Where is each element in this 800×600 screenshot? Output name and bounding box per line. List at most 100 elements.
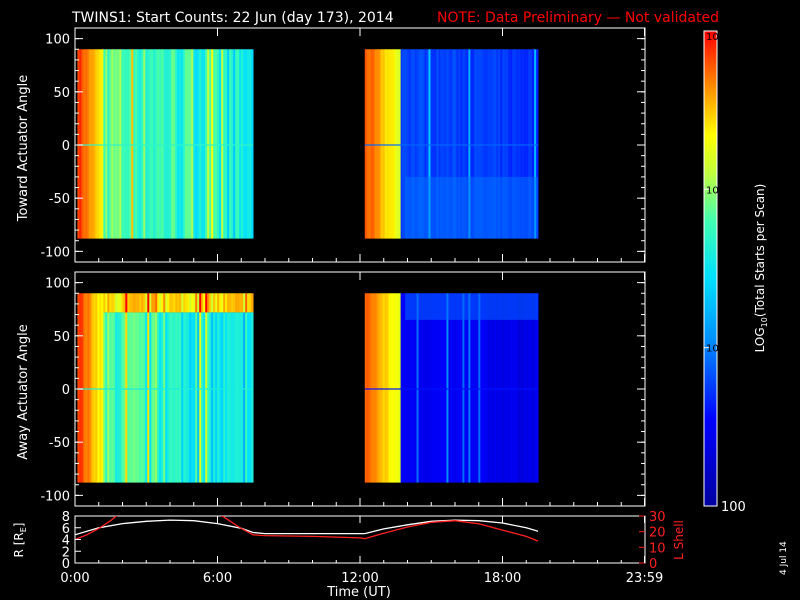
- heatmap-column: [518, 49, 521, 239]
- heatmap-column: [147, 49, 150, 239]
- heatmap-column: [526, 49, 529, 239]
- heatmap-column: [137, 49, 140, 239]
- heatmap-column: [151, 312, 154, 483]
- heatmap-column: [388, 49, 392, 239]
- heatmap-column: [173, 49, 176, 239]
- away-heatmap-panel: 100 50 0 -50 -100: [40, 271, 646, 507]
- heatmap-column: [117, 312, 120, 483]
- heatmap-column: [201, 49, 204, 239]
- heatmap-column: [191, 312, 194, 483]
- heatmap-column: [177, 293, 180, 313]
- heatmap-column: [502, 293, 505, 483]
- heatmap-column: [135, 293, 138, 313]
- colorbar-tick-label: 10⁵: [706, 32, 723, 43]
- heatmap-column: [163, 293, 166, 313]
- heatmap-column: [442, 49, 445, 239]
- heatmap-column: [404, 49, 407, 239]
- heatmap-column: [129, 293, 132, 313]
- heatmap-column: [143, 312, 146, 483]
- heatmap-column: [424, 293, 427, 483]
- heatmap-column: [223, 312, 226, 483]
- heatmap-column: [203, 49, 206, 239]
- heatmap-column: [199, 312, 202, 483]
- heatmap-column: [193, 293, 196, 313]
- heatmap-column: [464, 293, 467, 483]
- heatmap-column: [105, 49, 108, 239]
- heatmap-column: [516, 293, 519, 483]
- heatmap-column: [482, 293, 485, 483]
- heatmap-column: [456, 293, 459, 483]
- heatmap-column: [249, 293, 252, 313]
- heatmap-column: [169, 293, 172, 313]
- heatmap-column: [181, 312, 184, 483]
- heatmap-column: [89, 49, 92, 239]
- heatmap-column: [406, 49, 409, 239]
- heatmap-column: [526, 293, 529, 483]
- heatmap-column: [438, 49, 441, 239]
- heatmap-column: [458, 293, 461, 483]
- heatmap-column: [113, 293, 116, 313]
- heatmap-column: [418, 293, 421, 483]
- heatmap-column: [243, 293, 246, 313]
- heatmap-column: [219, 312, 222, 483]
- heatmap-column: [510, 293, 513, 483]
- heatmap-column: [143, 293, 146, 313]
- heatmap-column: [173, 293, 176, 313]
- radius-tick-label: 2: [62, 545, 70, 560]
- heatmap-column: [241, 293, 244, 313]
- heatmap-column: [408, 49, 411, 239]
- heatmap-column: [251, 312, 254, 483]
- heatmap-column: [175, 49, 178, 239]
- heatmap-column: [213, 312, 216, 483]
- heatmap-column: [119, 49, 122, 239]
- heatmap-column: [245, 49, 248, 239]
- heatmap-column: [139, 293, 142, 313]
- heatmap-column: [494, 293, 497, 483]
- heatmap-column: [386, 49, 390, 239]
- heatmap-column: [368, 49, 372, 239]
- heatmap-column: [125, 312, 128, 483]
- heatmap-column: [404, 293, 407, 483]
- heatmap-column: [145, 312, 148, 483]
- heatmap-column: [434, 293, 437, 483]
- heatmap-column: [127, 49, 130, 239]
- heatmap-column: [175, 293, 178, 313]
- heatmap-column: [464, 49, 467, 239]
- heatmap-column: [233, 49, 236, 239]
- heatmap-column: [245, 293, 248, 313]
- heatmap-column: [137, 312, 140, 483]
- heatmap-column: [223, 293, 226, 313]
- heatmap-column: [95, 293, 98, 483]
- time-tick-label: 18:00: [484, 571, 521, 586]
- heatmap-column: [101, 293, 104, 483]
- heatmap-column: [229, 293, 232, 313]
- heatmap-column: [454, 49, 457, 239]
- heatmap-column: [512, 293, 515, 483]
- heatmap-column: [528, 49, 531, 239]
- heatmap-column: [167, 293, 170, 313]
- heatmap-column: [428, 49, 431, 239]
- heatmap-column: [177, 312, 180, 483]
- heatmap-column: [91, 49, 94, 239]
- heatmap-column: [133, 312, 136, 483]
- heatmap-column: [181, 293, 184, 313]
- colorbar-tick-label: 100: [721, 500, 746, 515]
- lshell-tick-label: 10: [649, 541, 666, 556]
- heatmap-column: [131, 312, 134, 483]
- heatmap-column: [436, 49, 439, 239]
- heatmap-band: [405, 293, 539, 320]
- heatmap-column: [243, 49, 246, 239]
- heatmap-column: [171, 293, 174, 313]
- heatmap-column: [476, 49, 479, 239]
- heatmap-column: [520, 293, 523, 483]
- ytick-label: 50: [53, 330, 70, 345]
- heatmap-column: [77, 49, 80, 239]
- radius-line: [75, 519, 539, 536]
- heatmap-column: [247, 312, 250, 483]
- heatmap-column: [370, 293, 374, 483]
- heatmap-column: [131, 293, 134, 313]
- lshell-line: [75, 516, 539, 542]
- heatmap-column: [183, 293, 186, 313]
- heatmap-column: [163, 49, 166, 239]
- heatmap-column: [155, 312, 158, 483]
